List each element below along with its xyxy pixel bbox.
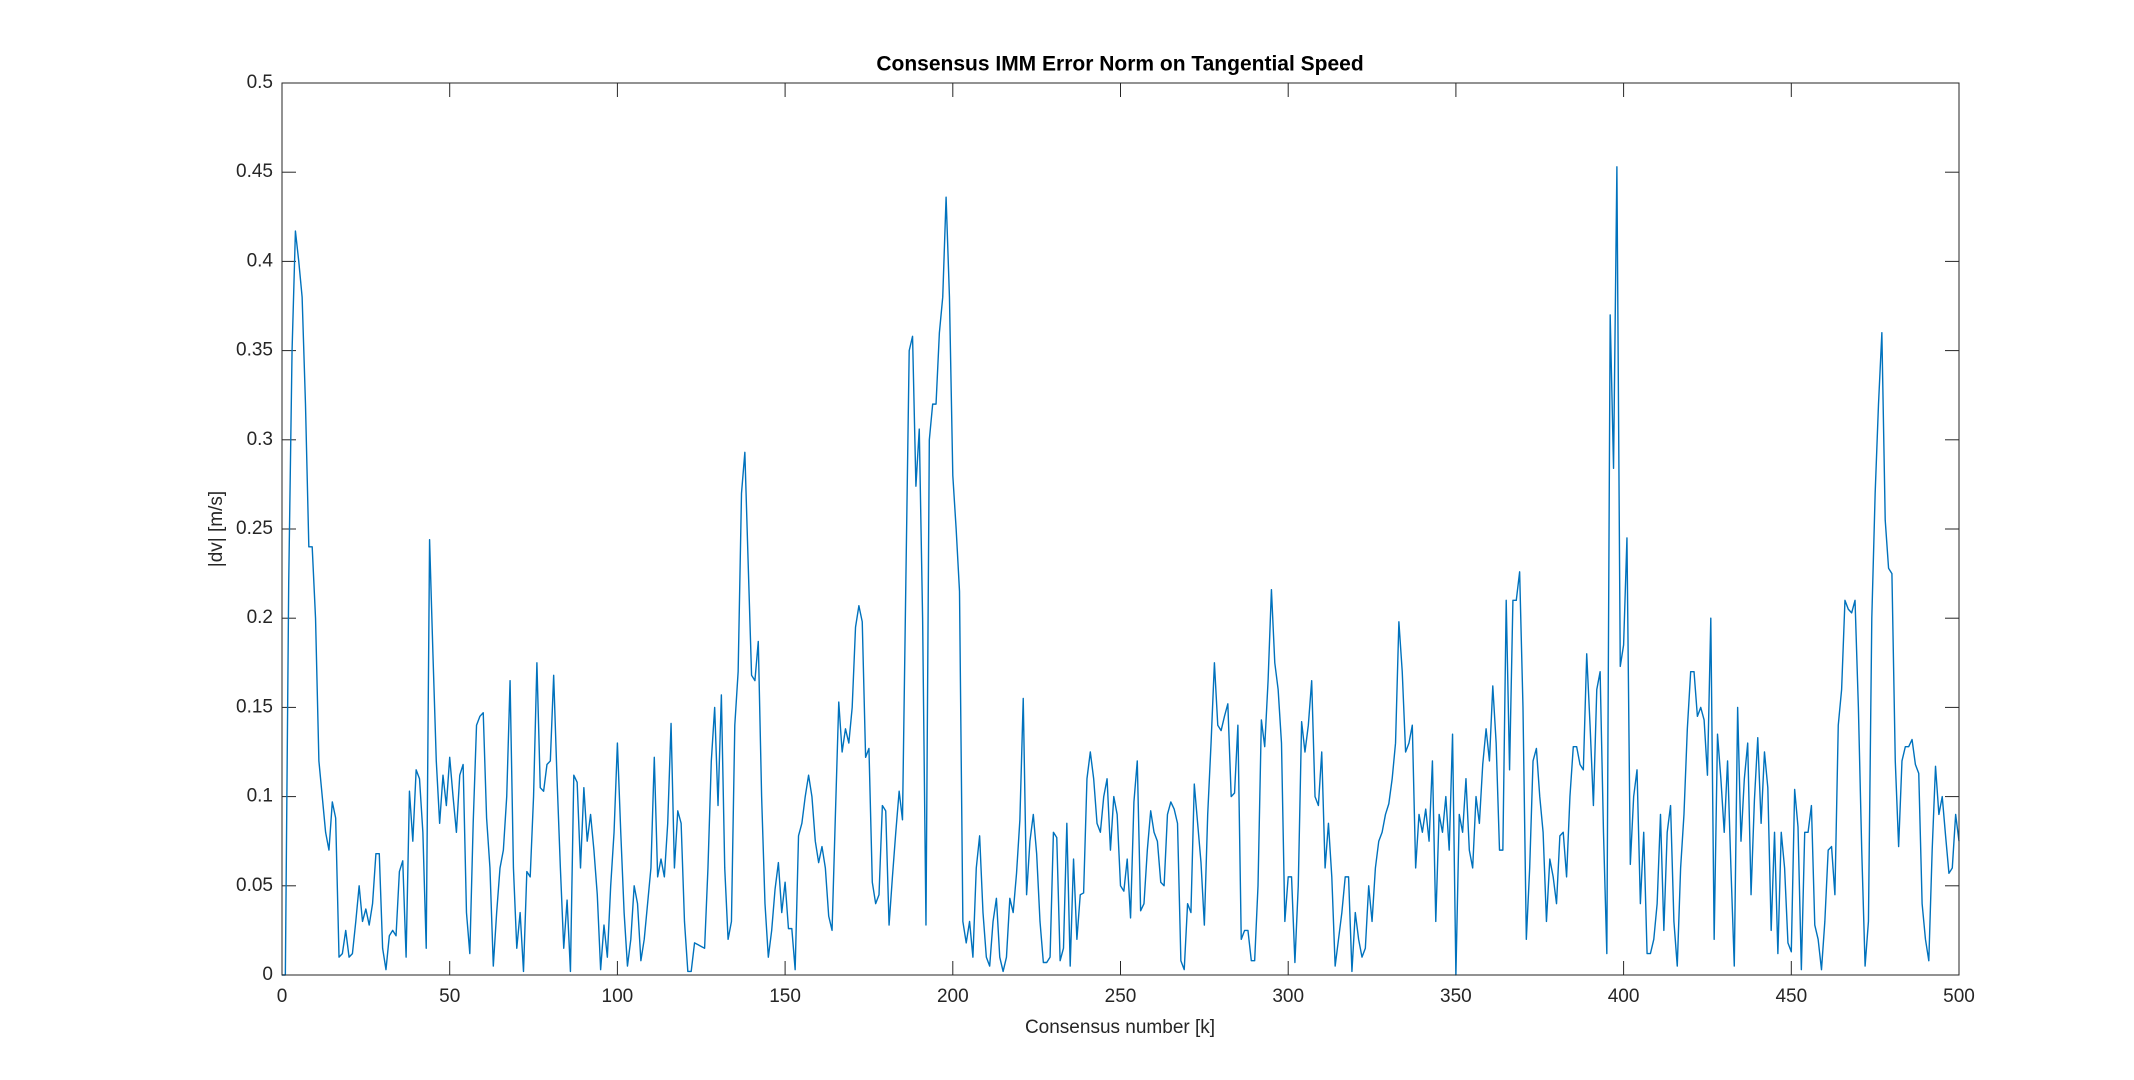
y-tick-label: 0.05 xyxy=(236,875,273,896)
y-tick-label: 0.4 xyxy=(247,250,274,271)
y-tick-label: 0.25 xyxy=(236,518,273,539)
x-tick-label: 0 xyxy=(277,986,288,1007)
plot-area xyxy=(282,83,1959,975)
y-tick-label: 0.45 xyxy=(236,161,273,182)
x-tick-label: 200 xyxy=(937,986,969,1007)
chart-title: Consensus IMM Error Norm on Tangential S… xyxy=(876,53,1363,76)
x-axis-label: Consensus number [k] xyxy=(1025,1017,1215,1038)
x-tick-label: 150 xyxy=(769,986,801,1007)
x-tick-label: 50 xyxy=(439,986,460,1007)
y-axis-label: |dv| [m/s] xyxy=(206,491,227,567)
y-tick-label: 0.3 xyxy=(247,429,273,450)
y-tick-label: 0.1 xyxy=(247,786,273,807)
y-tick-label: 0.35 xyxy=(236,340,273,361)
x-tick-label: 100 xyxy=(602,986,634,1007)
x-tick-label: 300 xyxy=(1272,986,1304,1007)
axes-box xyxy=(281,82,1960,976)
x-tick-label: 250 xyxy=(1105,986,1137,1007)
x-tick-label: 450 xyxy=(1775,986,1807,1007)
y-tick-label: 0.5 xyxy=(247,72,273,93)
data-line xyxy=(282,166,1960,976)
y-tick-label: 0.2 xyxy=(247,607,273,628)
x-tick-label: 400 xyxy=(1608,986,1640,1007)
y-tick-label: 0.15 xyxy=(236,696,273,717)
y-tick-label: 0 xyxy=(262,964,273,985)
x-tick-label: 500 xyxy=(1943,986,1975,1007)
x-tick-label: 350 xyxy=(1440,986,1472,1007)
